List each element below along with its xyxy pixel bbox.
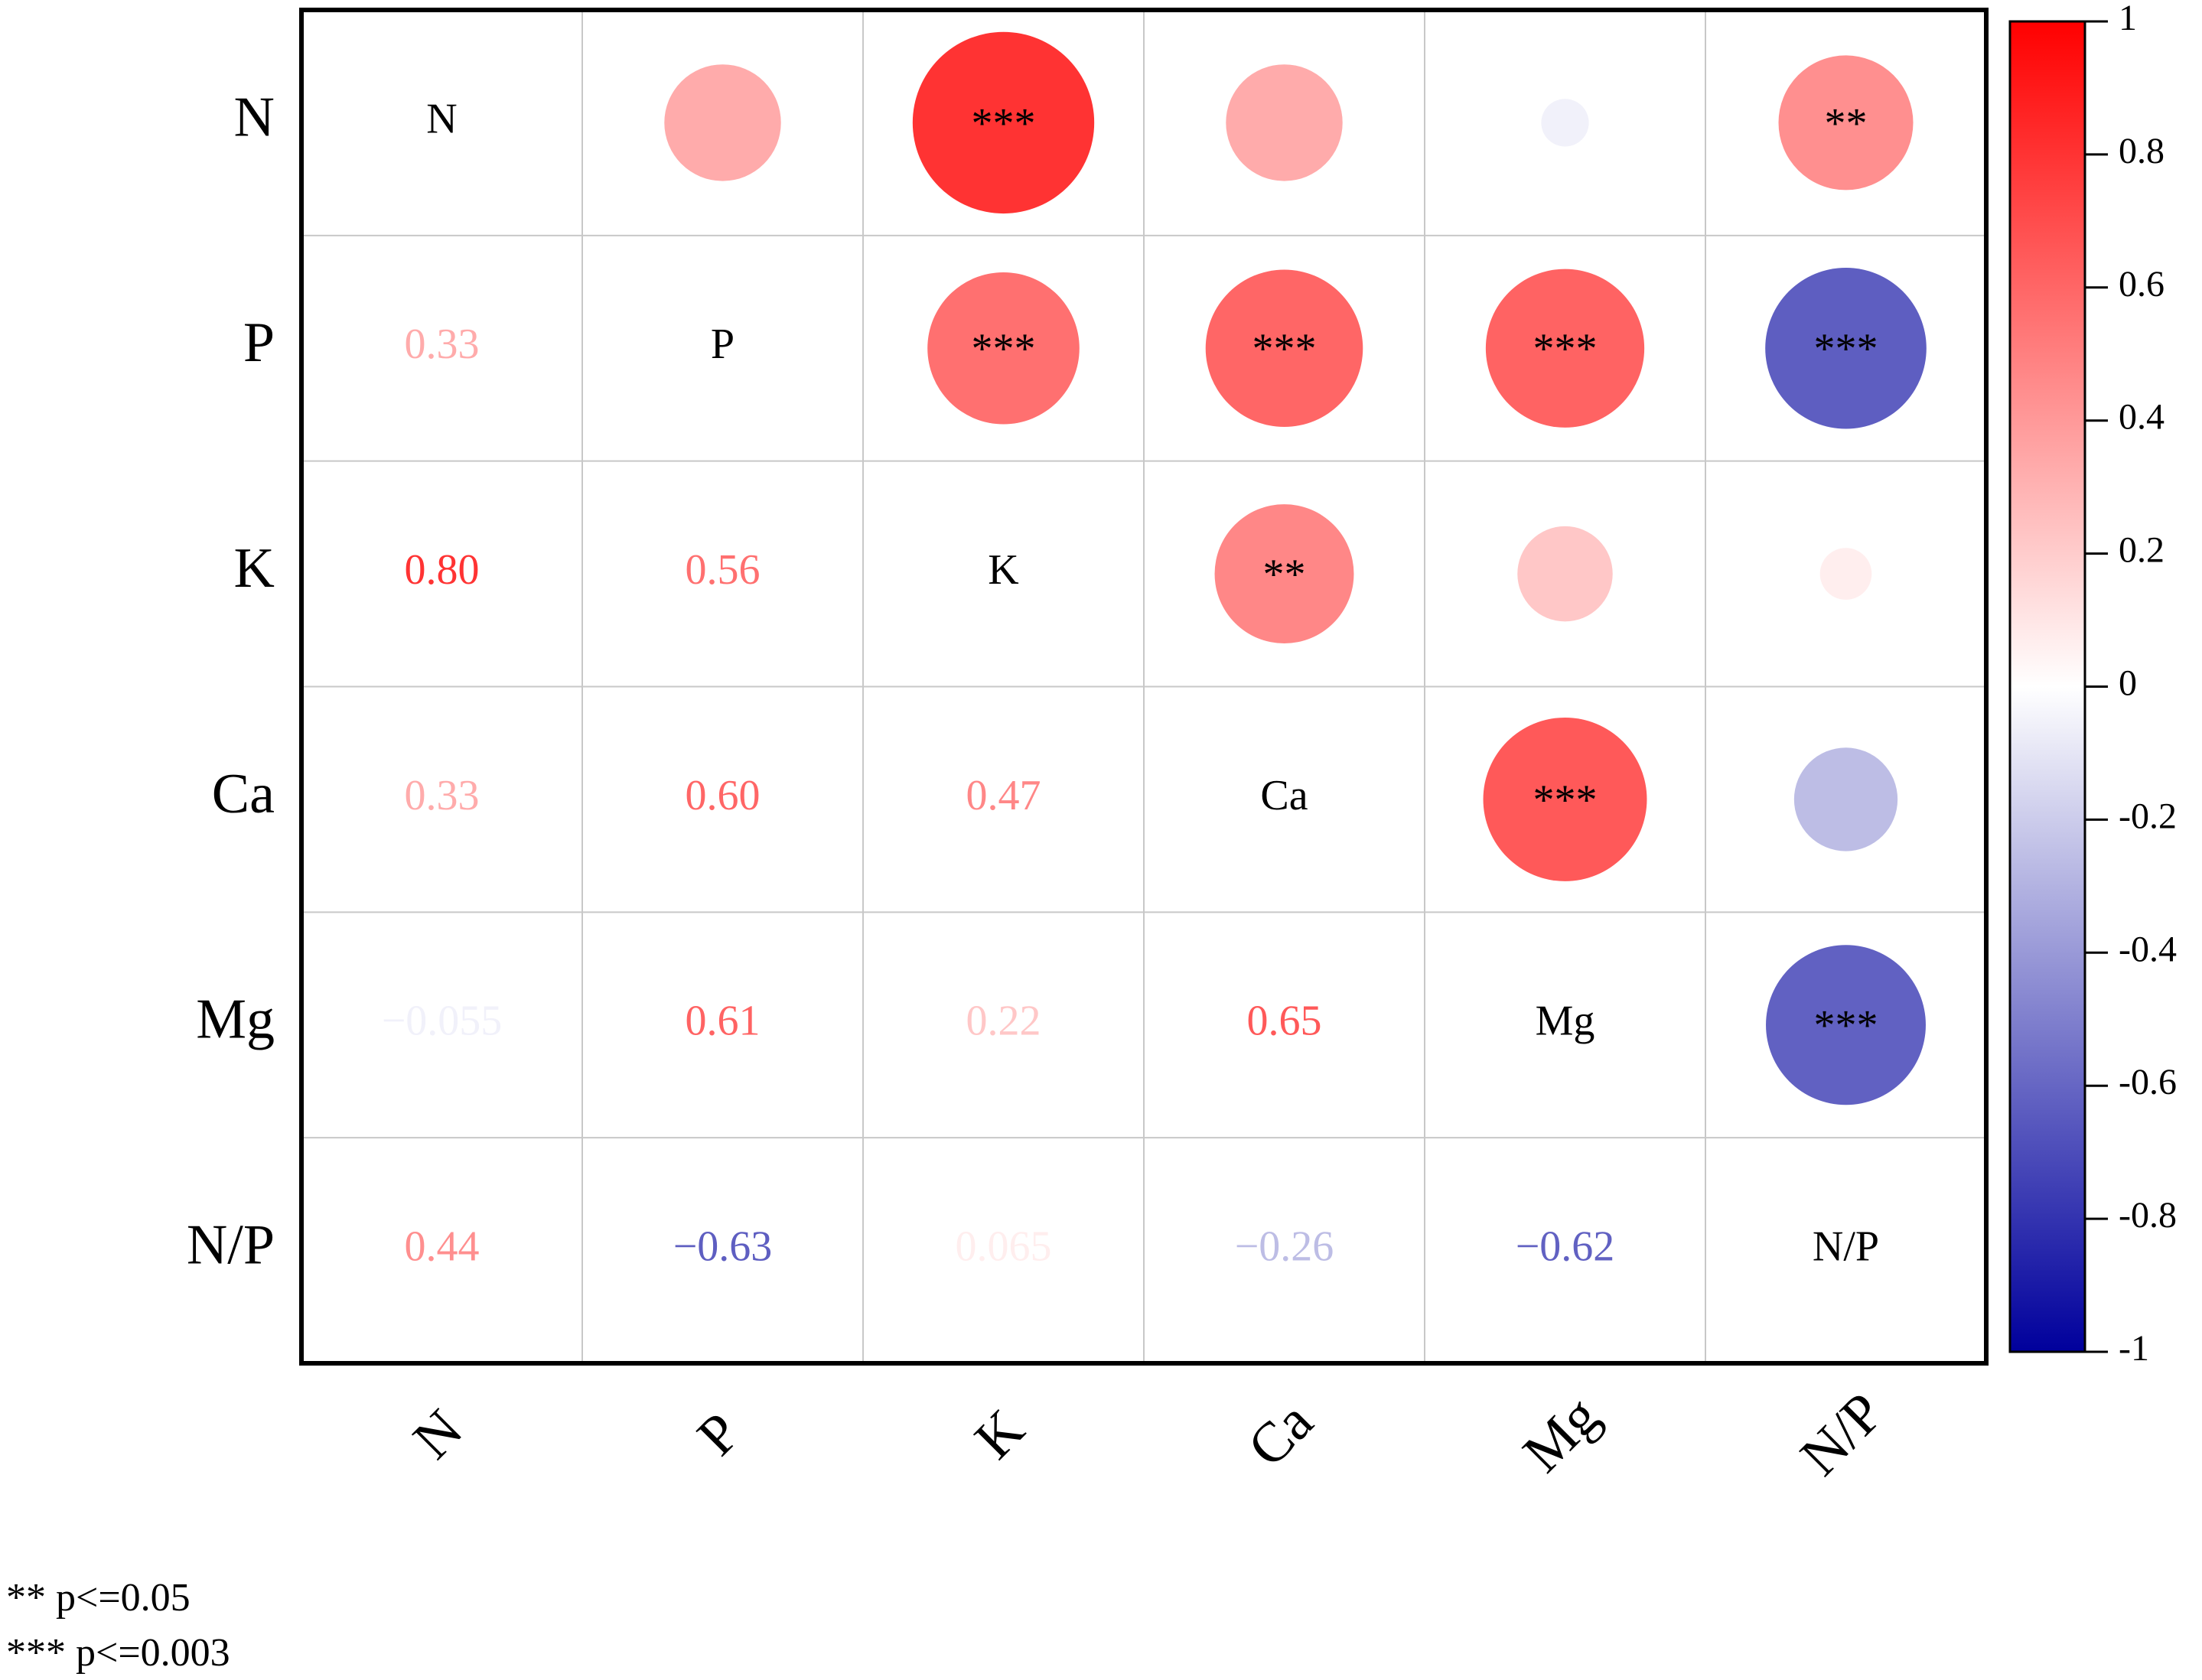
- colorbar: [2008, 20, 2086, 1353]
- significance-stars: **: [1825, 99, 1868, 147]
- column-label: Ca: [1236, 1390, 1324, 1479]
- value-label: 0.065: [956, 1223, 1052, 1270]
- row-label: Ca: [212, 763, 275, 825]
- diagonal-label: N/P: [1813, 1223, 1879, 1270]
- value-label: 0.33: [405, 772, 480, 819]
- diagonal-label: Mg: [1536, 998, 1595, 1045]
- colorbar-tick-label: 0.2: [2119, 530, 2165, 571]
- correlation-circle: [1766, 945, 1926, 1105]
- colorbar-tick-label: 0.4: [2119, 397, 2165, 438]
- diagonal-label: K: [988, 546, 1018, 594]
- column-label: Mg: [1511, 1385, 1611, 1485]
- diagonal-label: P: [711, 321, 735, 368]
- value-label: 0.47: [966, 772, 1041, 819]
- significance-legend: *** p<=0.003: [6, 1631, 230, 1675]
- value-label: −0.62: [1516, 1223, 1615, 1270]
- significance-stars: ***: [972, 99, 1036, 147]
- value-label: 0.65: [1247, 998, 1322, 1045]
- significance-stars: **: [1263, 551, 1306, 598]
- column-label: K: [963, 1398, 1037, 1471]
- value-label: 0.22: [966, 998, 1041, 1045]
- value-label: 0.44: [405, 1223, 480, 1270]
- diagonal-label: Ca: [1260, 772, 1308, 819]
- value-label: −0.26: [1235, 1223, 1334, 1270]
- correlation-circle: [1778, 55, 1914, 190]
- significance-stars: ***: [1814, 325, 1878, 373]
- colorbar-tick-label: 0.8: [2119, 131, 2165, 171]
- significance-legend: ** p<=0.05: [6, 1576, 191, 1620]
- significance-stars: ***: [1533, 777, 1598, 824]
- row-label: P: [243, 311, 275, 374]
- colorbar-tick-label: 0.6: [2119, 264, 2165, 304]
- row-label: N/P: [187, 1214, 275, 1277]
- row-label: K: [234, 537, 275, 600]
- row-label: N: [234, 86, 275, 148]
- colorbar-tick-label: 1: [2119, 0, 2137, 38]
- diagonal-label: N: [426, 95, 457, 142]
- value-label: −0.055: [382, 998, 503, 1045]
- colorbar-tick-label: -0.8: [2119, 1195, 2177, 1236]
- value-label: 0.56: [686, 546, 761, 594]
- colorbar-tick-label: -0.6: [2119, 1062, 2177, 1102]
- colorbar-tick-label: -1: [2119, 1328, 2149, 1369]
- value-label: 0.33: [405, 321, 480, 368]
- correlation-circle: [664, 64, 781, 181]
- correlation-circle: [1483, 717, 1647, 881]
- significance-stars: ***: [1252, 325, 1317, 373]
- correlation-circle: [1485, 269, 1645, 428]
- value-label: 0.61: [686, 998, 761, 1045]
- correlation-circle: [1205, 269, 1363, 428]
- significance-stars: ***: [1533, 325, 1598, 373]
- plot-frame: [299, 8, 1989, 1366]
- correlation-circle: [1517, 526, 1613, 622]
- correlation-circle: [1793, 747, 1898, 851]
- correlation-circle: [1765, 267, 1927, 429]
- correlation-circle: [912, 31, 1095, 214]
- correlation-circle: [1541, 99, 1589, 147]
- value-label: 0.60: [686, 772, 761, 819]
- significance-stars: ***: [1814, 1002, 1878, 1050]
- value-label: −0.63: [673, 1223, 773, 1270]
- row-label: Mg: [196, 988, 275, 1051]
- column-label: N/P: [1789, 1381, 1895, 1487]
- significance-stars: ***: [972, 325, 1036, 373]
- column-label: P: [686, 1401, 752, 1467]
- correlation-circle: [1819, 548, 1872, 600]
- value-label: 0.80: [405, 546, 480, 594]
- column-label: N: [402, 1398, 475, 1471]
- correlation-circle: [1214, 504, 1354, 644]
- correlation-circle: [927, 272, 1080, 425]
- colorbar-tick-label: -0.4: [2119, 929, 2177, 969]
- colorbar-tick-label: -0.2: [2119, 796, 2177, 836]
- colorbar-tick-label: 0: [2119, 663, 2137, 704]
- correlation-circle: [1226, 64, 1343, 181]
